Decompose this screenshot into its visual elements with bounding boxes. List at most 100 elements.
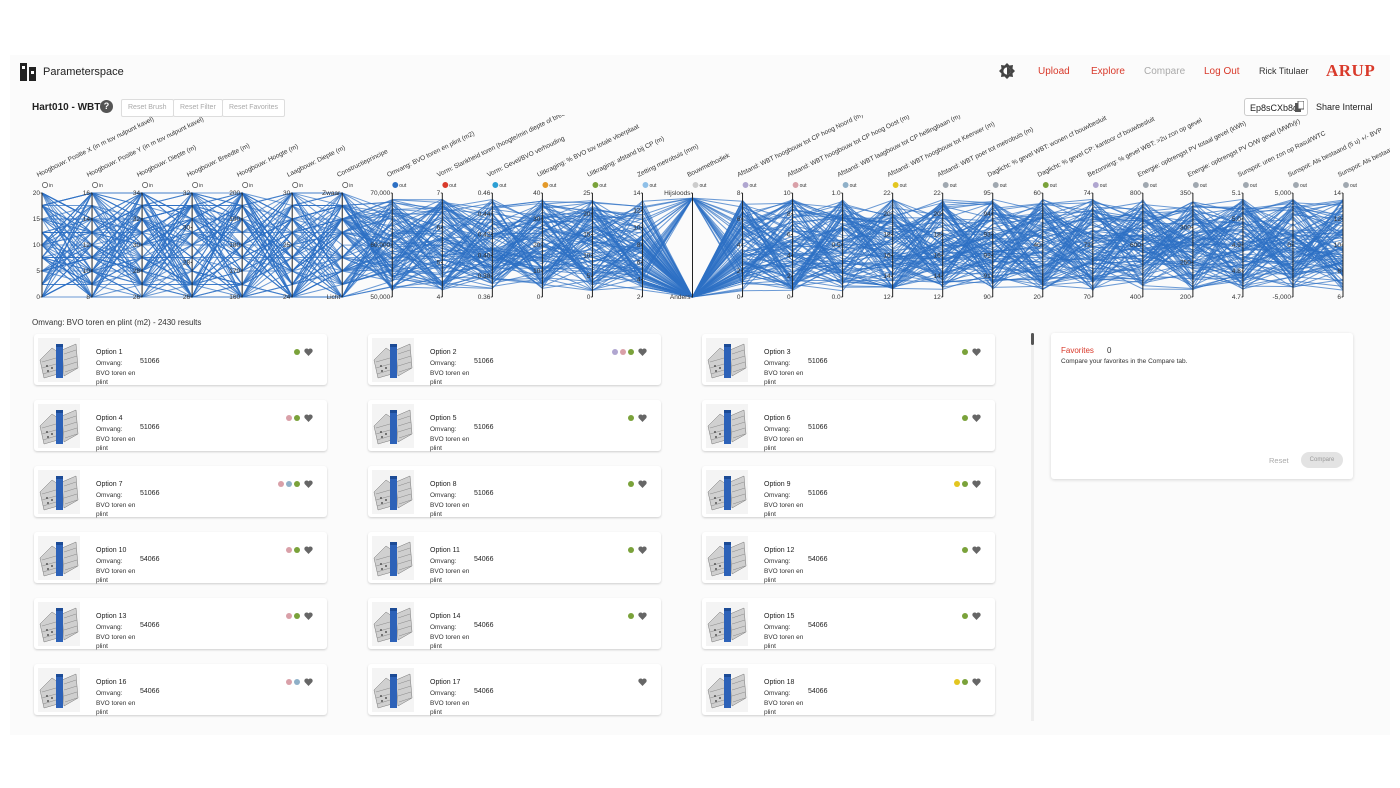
axis-marker-icon[interactable] bbox=[1293, 182, 1299, 188]
axis-marker-icon[interactable] bbox=[1142, 182, 1149, 188]
tag-dot bbox=[612, 349, 618, 355]
share-code-field[interactable]: Ep8sCXb8d bbox=[1244, 98, 1308, 116]
tick-label: 4.8 bbox=[1232, 268, 1241, 275]
axis-marker-icon[interactable] bbox=[1192, 182, 1199, 188]
option-card[interactable]: Option 4 Omvang: BVO toren en plint 51066 bbox=[34, 400, 327, 452]
axis-marker-icon[interactable] bbox=[1092, 182, 1099, 188]
reset-favorites-button[interactable]: Reset Favorites bbox=[222, 99, 286, 117]
axis-marker-icon[interactable] bbox=[892, 182, 899, 188]
axis-marker-icon[interactable] bbox=[342, 182, 349, 188]
axis-marker-icon[interactable] bbox=[992, 182, 999, 188]
axis-title[interactable]: Sunspot: Als bestaand (5 u) +/- BVP bbox=[1287, 127, 1384, 179]
axis-marker-icon[interactable] bbox=[492, 182, 499, 188]
option-card[interactable]: Option 13 Omvang: BVO toren en plint 54066 bbox=[34, 598, 327, 650]
axis-marker-icon[interactable] bbox=[742, 182, 749, 188]
nav-logout[interactable]: Log Out bbox=[1204, 66, 1240, 77]
option-card[interactable]: Option 18 Omvang: BVO toren en plint 54066 bbox=[702, 664, 995, 716]
axis-title[interactable]: Bouwmethodiek bbox=[686, 152, 731, 179]
tick-label: -5,000 bbox=[1273, 294, 1292, 301]
option-card[interactable]: Option 8 Omvang: BVO toren en plint 51066 bbox=[368, 466, 661, 518]
axis-marker-icon[interactable] bbox=[292, 182, 299, 188]
heart-icon[interactable] bbox=[638, 480, 647, 488]
favorites-reset-button[interactable]: Reset bbox=[1269, 456, 1289, 465]
tag-dot bbox=[294, 349, 300, 355]
axis-marker-icon[interactable] bbox=[792, 182, 799, 188]
nav-upload[interactable]: Upload bbox=[1038, 66, 1070, 77]
scrollbar-track[interactable] bbox=[1031, 333, 1034, 721]
heart-icon[interactable] bbox=[972, 348, 981, 356]
heart-icon[interactable] bbox=[304, 480, 313, 488]
option-metric-label: Omvang: BVO toren en plint bbox=[764, 492, 804, 518]
app-logo-icon[interactable] bbox=[20, 63, 36, 81]
heart-icon[interactable] bbox=[638, 348, 647, 356]
axis-title[interactable]: Sunspot: uren zon op Rasul/WTC bbox=[1237, 130, 1327, 179]
axis-marker-icon[interactable] bbox=[592, 182, 599, 188]
theme-toggle-icon[interactable] bbox=[999, 63, 1015, 79]
tick-label: Hijsloods bbox=[664, 190, 691, 197]
axis-marker-icon[interactable] bbox=[92, 182, 98, 188]
heart-icon[interactable] bbox=[638, 678, 647, 686]
tick-label: 72 bbox=[1084, 242, 1092, 249]
option-card[interactable]: Option 1 Omvang: BVO toren en plint 51066 bbox=[34, 334, 327, 386]
axis-marker-icon[interactable] bbox=[1343, 182, 1349, 188]
option-card[interactable]: Option 15 Omvang: BVO toren en plint 54066 bbox=[702, 598, 995, 650]
tag-dot bbox=[286, 613, 292, 619]
parallel-coordinates-chart[interactable]: Hoogbouw: Positie X (in m tov nulpunt ka… bbox=[10, 115, 1390, 310]
heart-icon[interactable] bbox=[972, 678, 981, 686]
option-card[interactable]: Option 11 Omvang: BVO toren en plint 54066 bbox=[368, 532, 661, 584]
heart-icon[interactable] bbox=[638, 546, 647, 554]
heart-icon[interactable] bbox=[972, 480, 981, 488]
axis-marker-icon[interactable] bbox=[192, 182, 199, 188]
axis-marker-icon[interactable] bbox=[142, 182, 149, 188]
nav-explore[interactable]: Explore bbox=[1091, 66, 1125, 77]
nav-compare[interactable]: Compare bbox=[1144, 66, 1186, 77]
axis-marker-icon[interactable] bbox=[542, 182, 549, 188]
option-card[interactable]: Option 10 Omvang: BVO toren en plint 54066 bbox=[34, 532, 327, 584]
option-card[interactable]: Option 7 Omvang: BVO toren en plint 51066 bbox=[34, 466, 327, 518]
axis-marker-icon[interactable] bbox=[242, 182, 249, 188]
copy-icon[interactable] bbox=[1295, 101, 1304, 112]
option-card[interactable]: Option 12 Omvang: BVO toren en plint 54066 bbox=[702, 532, 995, 584]
heart-icon[interactable] bbox=[304, 546, 313, 554]
heart-icon[interactable] bbox=[304, 612, 313, 620]
heart-icon[interactable] bbox=[304, 348, 313, 356]
axis-marker-icon[interactable] bbox=[942, 182, 949, 188]
heart-icon[interactable] bbox=[304, 678, 313, 686]
axis-marker-icon[interactable] bbox=[1042, 182, 1049, 188]
tag-dot bbox=[286, 481, 292, 487]
scrollbar-thumb[interactable] bbox=[1031, 333, 1034, 345]
heart-icon[interactable] bbox=[304, 414, 313, 422]
heart-icon[interactable] bbox=[972, 612, 981, 620]
axis-tag: in bbox=[249, 183, 253, 189]
heart-icon[interactable] bbox=[972, 414, 981, 422]
heart-icon[interactable] bbox=[972, 546, 981, 554]
axis-marker-icon[interactable] bbox=[642, 182, 649, 188]
tag-dot bbox=[294, 415, 300, 421]
option-card[interactable]: Option 16 Omvang: BVO toren en plint 54066 bbox=[34, 664, 327, 716]
option-card[interactable]: Option 6 Omvang: BVO toren en plint 51066 bbox=[702, 400, 995, 452]
option-card[interactable]: Option 3 Omvang: BVO toren en plint 51066 bbox=[702, 334, 995, 386]
heart-icon[interactable] bbox=[638, 612, 647, 620]
heart-icon[interactable] bbox=[638, 414, 647, 422]
axis-marker-icon[interactable] bbox=[842, 182, 849, 188]
option-card[interactable]: Option 14 Omvang: BVO toren en plint 54066 bbox=[368, 598, 661, 650]
reset-brush-button[interactable]: Reset Brush bbox=[121, 99, 174, 117]
axis-title[interactable]: Constructieprincipe bbox=[336, 148, 389, 179]
reset-filter-button[interactable]: Reset Filter bbox=[173, 99, 223, 117]
axis-marker-icon[interactable] bbox=[42, 182, 48, 188]
option-card[interactable]: Option 9 Omvang: BVO toren en plint 51066 bbox=[702, 466, 995, 518]
axis-marker-icon[interactable] bbox=[1242, 182, 1249, 188]
option-card[interactable]: Option 2 Omvang: BVO toren en plint 51066 bbox=[368, 334, 661, 386]
option-thumbnail bbox=[372, 470, 414, 514]
axis-marker-icon[interactable] bbox=[392, 182, 399, 188]
tick-label: 18 bbox=[883, 232, 891, 239]
favorites-compare-button[interactable]: Compare bbox=[1301, 452, 1343, 468]
axis-title[interactable]: Afstand: WBT poer tot metrobuis (m) bbox=[937, 126, 1035, 179]
help-icon[interactable]: ? bbox=[100, 100, 113, 113]
axis-marker-icon[interactable] bbox=[692, 182, 699, 188]
option-card[interactable]: Option 5 Omvang: BVO toren en plint 51066 bbox=[368, 400, 661, 452]
axis-title[interactable]: Omvang: BVO toren en plint (m2) bbox=[386, 130, 476, 179]
option-card[interactable]: Option 17 Omvang: BVO toren en plint 54066 bbox=[368, 664, 661, 716]
axis-marker-icon[interactable] bbox=[442, 182, 449, 188]
